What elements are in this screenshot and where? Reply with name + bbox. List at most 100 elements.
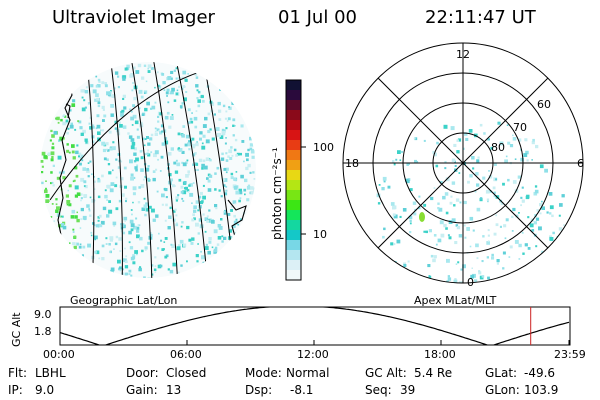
emission-pixel: [120, 113, 124, 117]
emission-pixel: [156, 128, 160, 132]
emission-pixel: [89, 160, 92, 163]
emission-pixel: [179, 105, 183, 108]
seq-label: Seq:: [365, 383, 392, 397]
emission-pixel: [195, 84, 199, 88]
emission-pixel: [253, 178, 256, 180]
emission-pixel: [201, 263, 205, 267]
emission-pixel: [118, 237, 122, 241]
emission-pixel: [65, 194, 69, 198]
emission-pixel: [168, 125, 172, 129]
emission-pixel: [74, 215, 78, 219]
emission-pixel: [150, 151, 153, 154]
emission-pixel: [88, 209, 91, 212]
emission-pixel: [536, 209, 539, 212]
emission-pixel: [453, 143, 457, 147]
emission-pixel: [491, 256, 495, 260]
emission-pixel: [71, 209, 76, 214]
emission-pixel: [243, 188, 247, 192]
emission-pixel: [413, 137, 416, 140]
emission-pixel: [455, 263, 458, 265]
emission-pixel: [169, 116, 174, 120]
emission-pixel: [57, 155, 62, 160]
emission-pixel: [82, 167, 86, 171]
emission-pixel: [110, 267, 115, 272]
emission-pixel: [154, 271, 157, 273]
emission-pixel: [444, 167, 447, 170]
emission-pixel: [426, 286, 430, 290]
emission-pixel: [130, 223, 135, 228]
emission-pixel: [80, 89, 84, 93]
emission-pixel: [432, 258, 436, 263]
emission-pixel: [134, 166, 138, 170]
gain-value: 13: [166, 383, 182, 397]
emission-pixel: [241, 140, 245, 143]
emission-pixel: [185, 186, 188, 190]
emission-pixel: [89, 214, 92, 217]
emission-pixel: [178, 85, 181, 88]
emission-pixel: [191, 218, 195, 222]
emission-pixel: [511, 215, 514, 219]
emission-pixel: [553, 251, 556, 254]
ip-label: IP:: [8, 383, 23, 397]
emission-pixel: [531, 141, 535, 145]
emission-pixel: [425, 230, 428, 234]
emission-pixel: [469, 216, 474, 221]
emission-pixel: [83, 194, 88, 198]
emission-pixel: [440, 233, 445, 238]
emission-pixel: [150, 107, 153, 110]
emission-pixel: [138, 186, 141, 189]
emission-pixel: [128, 135, 133, 139]
emission-pixel: [189, 192, 194, 197]
emission-pixel: [163, 241, 166, 243]
emission-pixel: [110, 90, 112, 92]
emission-pixel: [165, 203, 168, 207]
emission-pixel: [202, 184, 205, 187]
emission-pixel: [488, 175, 493, 179]
emission-pixel: [191, 202, 193, 204]
emission-pixel: [437, 238, 442, 243]
emission-pixel: [541, 200, 543, 203]
emission-pixel: [51, 156, 54, 159]
flt-value: LBHL: [35, 366, 66, 380]
flt-label: Flt:: [8, 366, 27, 380]
emission-pixel: [84, 138, 88, 142]
emission-pixel: [65, 122, 68, 124]
emission-pixel: [199, 96, 202, 99]
emission-pixel: [221, 152, 224, 156]
emission-pixel: [201, 145, 206, 150]
emission-pixel: [399, 215, 402, 218]
emission-pixel: [100, 220, 105, 225]
emission-pixel: [186, 225, 190, 230]
emission-pixel: [136, 253, 138, 256]
emission-pixel: [124, 220, 126, 222]
emission-pixel: [526, 273, 529, 276]
emission-pixel: [140, 184, 145, 188]
emission-pixel: [444, 161, 447, 164]
emission-pixel: [226, 120, 229, 122]
emission-pixel: [428, 229, 432, 233]
emission-pixel: [61, 170, 65, 174]
emission-pixel: [169, 269, 174, 274]
emission-pixel: [131, 124, 134, 126]
emission-pixel: [522, 252, 525, 255]
emission-pixel: [188, 148, 191, 151]
emission-pixel: [161, 142, 165, 146]
emission-pixel: [395, 158, 398, 161]
emission-pixel: [154, 130, 157, 133]
emission-pixel: [181, 134, 185, 138]
emission-pixel: [154, 256, 157, 259]
emission-pixel: [141, 207, 145, 211]
emission-pixel: [74, 128, 77, 131]
emission-pixel: [520, 196, 523, 199]
emission-pixel: [73, 245, 77, 250]
emission-pixel: [156, 190, 159, 193]
emission-pixel: [55, 209, 59, 213]
emission-pixel: [118, 121, 121, 124]
emission-pixel: [157, 84, 160, 87]
emission-pixel: [247, 148, 250, 152]
emission-pixel: [191, 112, 193, 114]
emission-pixel: [143, 90, 148, 94]
emission-pixel: [454, 165, 457, 167]
emission-pixel: [115, 207, 119, 211]
emission-pixel: [97, 101, 101, 105]
